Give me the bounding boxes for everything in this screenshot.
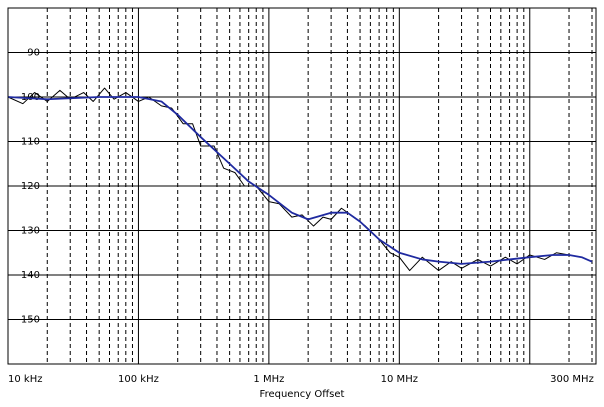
y-tick-label: -150 xyxy=(17,315,40,326)
series-line xyxy=(7,96,593,265)
series-line xyxy=(7,87,593,272)
x-axis-label: Frequency Offset xyxy=(260,389,345,400)
y-tick-label: -90 xyxy=(24,48,40,59)
y-tick-label: -120 xyxy=(17,181,40,192)
x-tick-label: 100 kHz xyxy=(118,374,159,385)
x-tick-label: 300 MHz xyxy=(550,374,594,385)
plot-frame xyxy=(7,7,597,365)
y-tick-label: -140 xyxy=(17,270,40,281)
x-tick-label: 1 MHz xyxy=(253,374,284,385)
x-tick-label: 10 MHz xyxy=(381,374,418,385)
y-tick-label: -130 xyxy=(17,226,40,237)
x-tick-label: 10 kHz xyxy=(8,374,42,385)
y-tick-label: -110 xyxy=(17,137,40,148)
